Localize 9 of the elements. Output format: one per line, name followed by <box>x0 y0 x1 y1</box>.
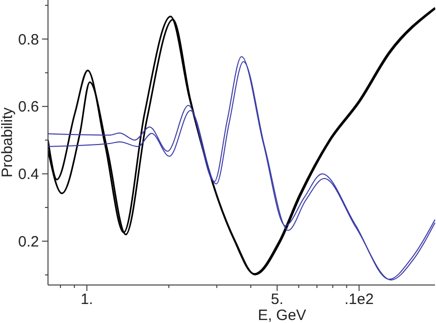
x-axis-title: E, GeV <box>258 307 306 323</box>
x-tick-label: 5. <box>270 291 284 308</box>
y-tick-label: 0.6 <box>18 98 39 116</box>
y-tick-label: 0.2 <box>18 233 39 250</box>
y-axis-title: Probability <box>0 106 16 178</box>
y-tick-label: 0.4 <box>18 166 39 184</box>
y-tick-label: 0.8 <box>18 31 39 48</box>
x-tick-label: 1. <box>80 291 94 308</box>
x-tick-label: .1e2 <box>344 291 374 308</box>
